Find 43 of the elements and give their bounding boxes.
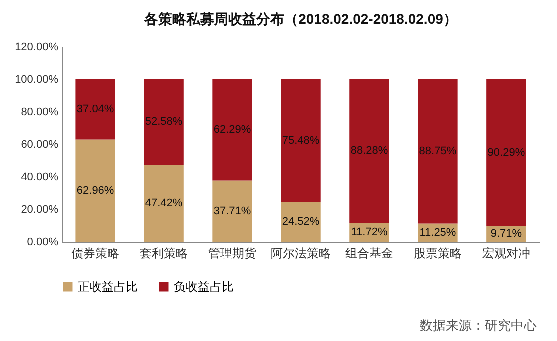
data-label: 52.58% — [145, 116, 183, 128]
x-tick-label: 管理期货 — [208, 246, 257, 260]
data-label: 75.48% — [282, 134, 320, 147]
bar — [212, 180, 252, 242]
bar — [144, 164, 184, 242]
x-tick-label: 股票策略 — [414, 246, 462, 260]
bar — [350, 80, 390, 223]
x-tick-label: 套利策略 — [140, 246, 188, 260]
data-label: 88.28% — [350, 145, 388, 158]
y-tick-label: 100.00% — [15, 74, 59, 86]
bar — [76, 80, 116, 140]
chart-title: 各策略私募周收益分布（2018.02.02-2018.02.09） — [144, 11, 458, 27]
data-label: 37.04% — [76, 104, 114, 116]
y-tick-label: 120.00% — [15, 42, 59, 54]
source-note: 数据来源：研究中心 — [420, 318, 537, 335]
legend-label: 正收益占比 — [78, 280, 138, 294]
data-label: 9.71% — [490, 228, 522, 240]
bar — [281, 202, 321, 242]
y-tick-label: 0.00% — [27, 236, 59, 248]
bar — [418, 80, 458, 224]
y-tick-label: 20.00% — [21, 204, 59, 216]
data-label: 11.72% — [351, 226, 388, 238]
data-label: 62.29% — [214, 124, 252, 136]
bar — [76, 140, 116, 242]
bar — [212, 80, 252, 181]
y-tick-label: 40.00% — [21, 172, 59, 184]
bar — [281, 80, 321, 202]
x-tick-label: 债券策略 — [72, 246, 120, 260]
bar — [486, 80, 526, 226]
y-tick-label: 80.00% — [21, 106, 59, 118]
data-label: 37.71% — [214, 205, 252, 218]
x-tick-label: 阿尔法策略 — [271, 246, 331, 260]
data-label: 62.96% — [76, 184, 114, 197]
data-label: 11.25% — [420, 226, 456, 239]
data-label: 88.75% — [419, 146, 457, 158]
data-label: 24.52% — [282, 216, 320, 228]
data-label: 90.29% — [488, 146, 526, 159]
x-tick-label: 宏观对冲 — [482, 246, 530, 260]
legend-label: 负收益占比 — [174, 280, 234, 294]
y-tick-label: 60.00% — [21, 139, 59, 151]
x-tick-label: 组合基金 — [345, 246, 394, 260]
data-label: 47.42% — [145, 197, 183, 210]
bar — [144, 80, 184, 165]
